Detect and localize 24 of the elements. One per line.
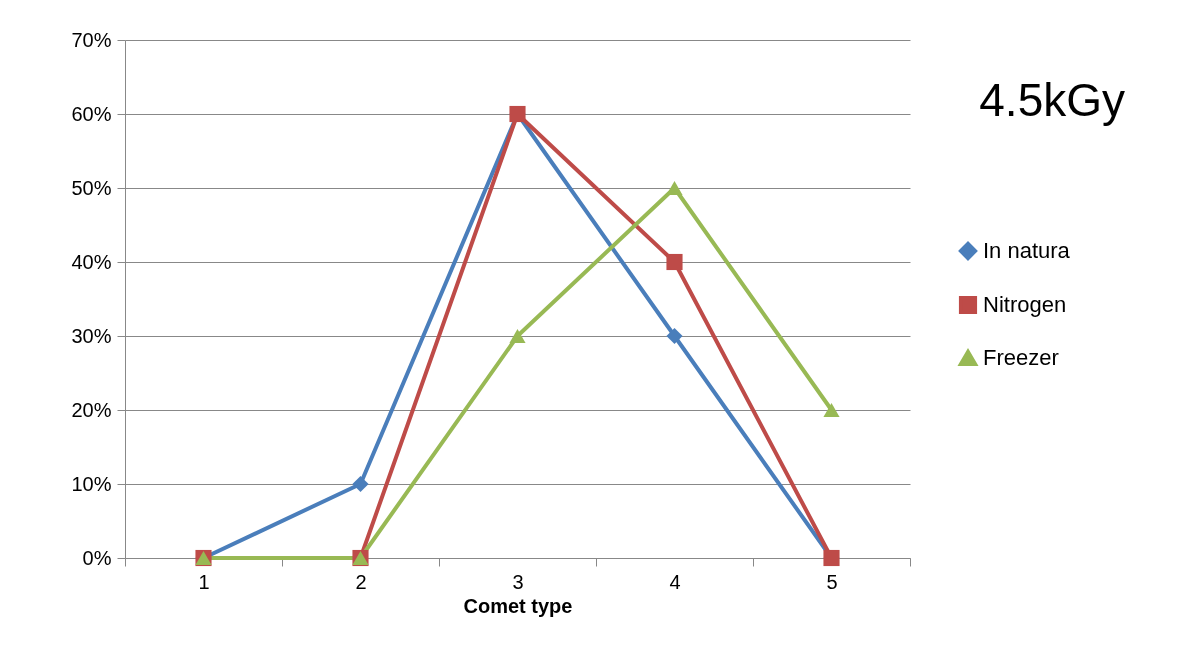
- legend-label: Nitrogen: [983, 292, 1067, 317]
- y-tick-label: 50%: [71, 176, 112, 199]
- y-tick-label: 20%: [71, 398, 112, 421]
- y-tick-label: 10%: [71, 472, 112, 495]
- text: 4.5kGy: [979, 74, 1125, 126]
- point: [823, 403, 840, 417]
- x-tick-label: 5: [826, 570, 838, 593]
- x-tick-label: 1: [198, 570, 210, 593]
- x-tick-label: 3: [512, 570, 524, 593]
- y-tick-label: 0%: [82, 546, 112, 569]
- legend-label: In natura: [983, 238, 1071, 263]
- point: [352, 475, 369, 493]
- y-tick-label: 60%: [71, 102, 112, 125]
- x-axis-title: Comet type: [463, 594, 573, 617]
- y-tick-label: 30%: [71, 324, 112, 347]
- x-tick-label: 2: [355, 570, 367, 593]
- legend-label: Freezer: [983, 345, 1059, 370]
- x-tick-label: 4: [669, 570, 681, 593]
- point: [666, 327, 683, 345]
- point: [666, 181, 683, 195]
- point: [509, 329, 526, 343]
- point: [666, 253, 683, 271]
- y-tick-label: 40%: [71, 250, 112, 273]
- y-tick-label: 70%: [71, 28, 112, 51]
